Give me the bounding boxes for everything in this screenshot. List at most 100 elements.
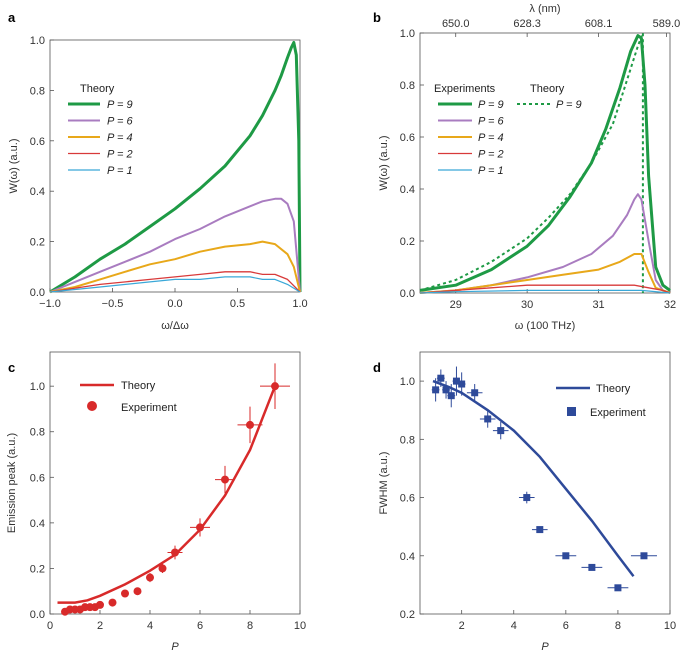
panel-d-point bbox=[432, 386, 440, 394]
panel-d-point bbox=[484, 415, 492, 423]
panel-d-ytick-label: 0.8 bbox=[400, 434, 415, 446]
panel-d-point bbox=[437, 374, 445, 382]
panel-c: 0 2 4 6 8 10 0.0 0.2 0.4 0.6 0.8 1.0 P Emission peak … bbox=[6, 351, 306, 653]
panel-b-legend-label: P = 2 bbox=[478, 149, 504, 161]
panel-d-point bbox=[614, 584, 622, 592]
panel-label-a: a bbox=[8, 10, 16, 25]
panel-c-xtick-label: 2 bbox=[97, 620, 103, 632]
panel-b-xtick-label: 30 bbox=[521, 299, 533, 311]
panel-d-ytick-label: 0.2 bbox=[400, 609, 415, 621]
panel-d-point bbox=[562, 552, 570, 560]
panel-d-point bbox=[588, 563, 596, 571]
panel-c-frame bbox=[49, 351, 301, 615]
panel-d-ytick-label: 0.4 bbox=[400, 551, 415, 563]
panel-c-ytick-label: 0.2 bbox=[30, 563, 45, 575]
panel-c-point bbox=[246, 420, 254, 429]
panel-a-ytick-label: 0.8 bbox=[30, 85, 45, 97]
panel-b-xtick-label: 32 bbox=[664, 299, 676, 311]
panel-d-ytick-label: 1.0 bbox=[400, 376, 415, 388]
panel-c-point bbox=[121, 589, 129, 598]
panel-a-legend-label: P = 9 bbox=[107, 99, 133, 111]
panel-b-top-xtick-label: 608.1 bbox=[585, 18, 613, 30]
panel-d-point bbox=[640, 552, 648, 560]
panel-c-point bbox=[108, 598, 117, 607]
panel-b-series-line bbox=[419, 253, 671, 294]
panel-label-d: d bbox=[373, 360, 381, 375]
panel-d-legend-label: Experiment bbox=[590, 407, 646, 419]
panel-c-xtick-label: 10 bbox=[294, 620, 306, 632]
panel-c-point bbox=[146, 573, 154, 582]
panel-c-ytick-label: 0.6 bbox=[30, 472, 45, 484]
panel-c-point bbox=[133, 587, 142, 596]
panel-b-series-line bbox=[419, 284, 671, 294]
panel-c-xtick-label: 6 bbox=[197, 620, 203, 632]
panel-c-point bbox=[271, 382, 279, 391]
panel-b-top-xtick-label: 628.3 bbox=[513, 18, 541, 30]
panel-b-ytick-label: 0.0 bbox=[400, 288, 415, 300]
panel-c-point bbox=[96, 600, 104, 609]
panel-d-point bbox=[536, 526, 544, 534]
panel-b-series-line bbox=[419, 34, 671, 292]
panel-d-legend-swatch-experiment bbox=[567, 407, 576, 416]
panel-a-legend-title: Theory bbox=[80, 83, 115, 95]
panel-a-frame bbox=[49, 39, 301, 293]
panel-b-xtick-label: 31 bbox=[592, 299, 604, 311]
panel-b-frame bbox=[419, 32, 671, 294]
panel-a-legend-label: P = 2 bbox=[107, 149, 133, 161]
panel-c-ytick-label: 0.0 bbox=[30, 609, 45, 621]
panel-d-xtick-label: 8 bbox=[615, 620, 621, 632]
panel-a-ylabel: W(ω) (a.u.) bbox=[8, 138, 20, 193]
panel-d-xtick-label: 2 bbox=[459, 620, 465, 632]
panel-b: 29 30 31 32 650.0 628.3 608.1 589.0 0.0 0.2 0.4 0.6… bbox=[378, 3, 680, 332]
panel-b-ytick-label: 1.0 bbox=[400, 28, 415, 40]
panel-b-legend-theory-label: P = 9 bbox=[556, 99, 582, 111]
panel-d-xtick-label: 10 bbox=[664, 620, 676, 632]
panel-d-legend-label: Theory bbox=[596, 383, 631, 395]
panel-c-point bbox=[221, 475, 229, 484]
panel-c-xlabel: P bbox=[171, 641, 179, 653]
panel-a-xtick-label: −1.0 bbox=[39, 298, 61, 310]
panel-a-ytick-label: 1.0 bbox=[30, 35, 45, 47]
panel-b-series-line bbox=[419, 289, 671, 294]
panel-c-ytick-label: 1.0 bbox=[30, 381, 45, 393]
panel-label-c: c bbox=[8, 360, 15, 375]
panel-d-frame bbox=[419, 351, 671, 615]
panel-b-ytick-label: 0.6 bbox=[400, 132, 415, 144]
panel-a-ytick-label: 0.0 bbox=[30, 287, 45, 299]
panel-d-xlabel: P bbox=[541, 641, 549, 653]
panel-a-xtick-label: 0.0 bbox=[167, 298, 182, 310]
panel-c-point bbox=[171, 548, 179, 557]
panel-d-point bbox=[497, 427, 505, 435]
panel-b-xlabel: ω (100 THz) bbox=[515, 320, 576, 332]
panel-b-ytick-label: 0.8 bbox=[400, 80, 415, 92]
panel-b-legend-label: P = 4 bbox=[478, 132, 504, 144]
panel-a-legend-label: P = 1 bbox=[107, 165, 133, 177]
panel-b-ytick-label: 0.4 bbox=[400, 184, 415, 196]
panel-c-ylabel: Emission peak (a.u.) bbox=[6, 433, 18, 533]
panel-c-xtick-label: 0 bbox=[47, 620, 53, 632]
panel-b-legend-label: P = 9 bbox=[478, 99, 504, 111]
panel-b-theory-line bbox=[419, 32, 644, 293]
panel-a-xtick-label: −0.5 bbox=[102, 298, 124, 310]
panel-d-ytick-label: 0.6 bbox=[400, 493, 415, 505]
panel-b-ytick-label: 0.2 bbox=[400, 236, 415, 248]
panel-d-point bbox=[447, 392, 455, 400]
panel-a-series-line bbox=[49, 41, 302, 294]
panel-a-series-line bbox=[49, 276, 301, 293]
panel-b-top-xlabel: λ (nm) bbox=[529, 3, 560, 15]
panel-d-point bbox=[523, 494, 531, 502]
panel-d-xtick-label: 4 bbox=[511, 620, 517, 632]
panel-b-ylabel: W(ω) (a.u.) bbox=[378, 135, 390, 190]
panel-a-xtick-label: 1.0 bbox=[292, 298, 307, 310]
panel-d-point bbox=[442, 386, 450, 394]
panel-c-ytick-label: 0.8 bbox=[30, 427, 45, 439]
panel-a-legend-label: P = 4 bbox=[107, 132, 133, 144]
panel-d-ylabel: FWHM (a.u.) bbox=[378, 452, 390, 515]
panel-a-series-line bbox=[49, 271, 301, 293]
panel-a-ytick-label: 0.2 bbox=[30, 237, 45, 249]
panel-a: −1.0 −0.5 0.0 0.5 1.0 0.0 0.2 0.4 0.6 0.8 1.0 ω/Δω W… bbox=[8, 35, 308, 332]
panel-a-series-line bbox=[49, 240, 301, 293]
panel-b-xtick-label: 29 bbox=[450, 299, 462, 311]
panel-b-top-xtick-label: 589.0 bbox=[653, 18, 681, 30]
panel-label-b: b bbox=[373, 10, 381, 25]
